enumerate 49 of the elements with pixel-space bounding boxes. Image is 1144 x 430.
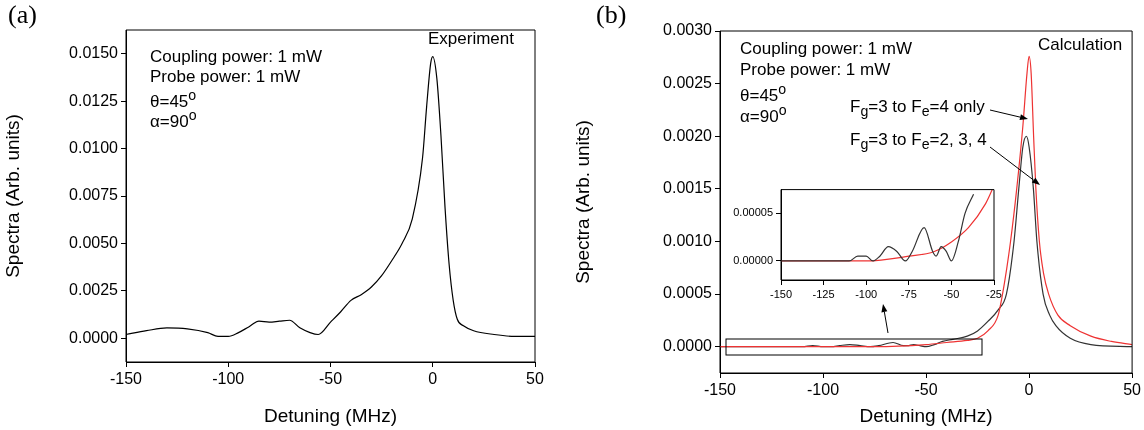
x-tick-label: -100 — [855, 287, 878, 300]
y-tick-label: 0.0025 — [69, 281, 119, 299]
x-axis-title: Detuning (MHz) — [263, 404, 398, 426]
chart-title: (a) — [8, 0, 37, 29]
annotation: Calculation — [1038, 35, 1123, 54]
y-tick-label: 0.0030 — [663, 21, 713, 39]
y-tick-label: 0.0020 — [663, 126, 713, 144]
x-tick-label: -25 — [986, 287, 1002, 300]
x-tick-label: 50 — [526, 370, 544, 388]
y-tick-label: 0.0000 — [69, 328, 119, 346]
y-tick-label: 0.0025 — [663, 74, 713, 92]
chart-title: (b) — [596, 0, 627, 29]
y-tick-label: 0.0015 — [663, 179, 713, 197]
annotation: Probe power: 1 mW — [740, 60, 891, 79]
x-tick-label: -50 — [914, 381, 938, 399]
x-tick-label: -50 — [943, 287, 960, 300]
text: F$_{g}$=3 to F$_{e}$=4 only — [850, 97, 985, 120]
y-tick-label: 0.0010 — [663, 231, 713, 249]
y-axis-title: Spectra (Arb. units) — [571, 120, 593, 284]
annotation: θ=45$^{o}$ — [740, 81, 787, 105]
x-axis-title: Detuning (MHz) — [859, 404, 993, 426]
y-tick-label: 0.0075 — [69, 186, 119, 204]
x-tick-label: -100 — [212, 370, 245, 388]
x-tick-label: -75 — [900, 287, 917, 300]
x-tick-label: -150 — [109, 370, 143, 388]
y-tick-label: 0.0125 — [69, 91, 119, 109]
y-axis-title: Spectra (Arb. units) — [1, 114, 23, 278]
annotation: Probe power: 1 mW — [150, 67, 301, 86]
x-tick-label: -100 — [807, 381, 840, 399]
x-tick-label: -50 — [318, 370, 343, 388]
x-tick-label: 0 — [1024, 381, 1034, 399]
x-tick-label: 0 — [428, 370, 438, 388]
y-tick-label: 0.0000 — [663, 337, 713, 355]
y-tick-label: 0.00005 — [733, 206, 773, 219]
x-tick-label: -150 — [769, 287, 793, 300]
x-tick-label: -150 — [703, 381, 737, 399]
y-tick-label: 0.00000 — [733, 254, 773, 266]
annotation: Experiment — [428, 29, 514, 48]
x-tick-label: 50 — [1123, 381, 1142, 399]
line-series — [720, 55, 1133, 348]
annotation: Coupling power: 1 mW — [740, 39, 912, 58]
annotation: α=90$^{o}$ — [740, 102, 787, 126]
text: F$_{g}$=3 to F$_{e}$=2, 3, 4 — [850, 130, 987, 153]
y-tick-label: 0.0150 — [69, 44, 119, 62]
y-tick-label: 0.0050 — [69, 233, 119, 251]
x-tick-label: -125 — [812, 287, 835, 300]
y-tick-label: 0.0100 — [69, 138, 119, 156]
annotation: Coupling power: 1 mW — [150, 47, 322, 66]
y-tick-label: 0.0005 — [663, 284, 713, 302]
